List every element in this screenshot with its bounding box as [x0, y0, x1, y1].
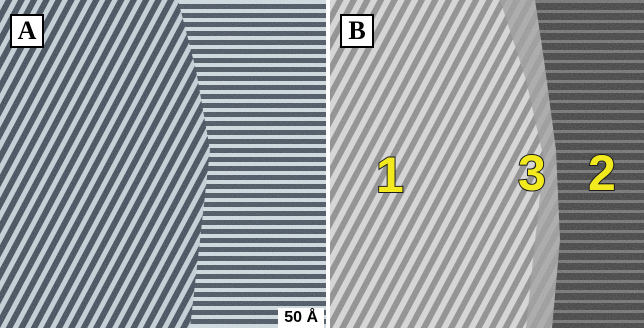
region-label-1: 1	[375, 147, 405, 203]
panel-label-a: A	[10, 14, 44, 48]
domain-map	[330, 0, 644, 328]
panel-b-domain-map: B 1 3 2	[330, 0, 644, 328]
scale-bar-label: 50 Å	[278, 308, 324, 328]
panel-label-b: B	[340, 14, 374, 48]
stm-image	[0, 0, 326, 328]
panel-a-stm-image: A 50 Å	[0, 0, 326, 328]
panel-divider	[326, 0, 330, 328]
region-label-3: 3	[517, 145, 547, 201]
region-label-2: 2	[587, 145, 617, 201]
